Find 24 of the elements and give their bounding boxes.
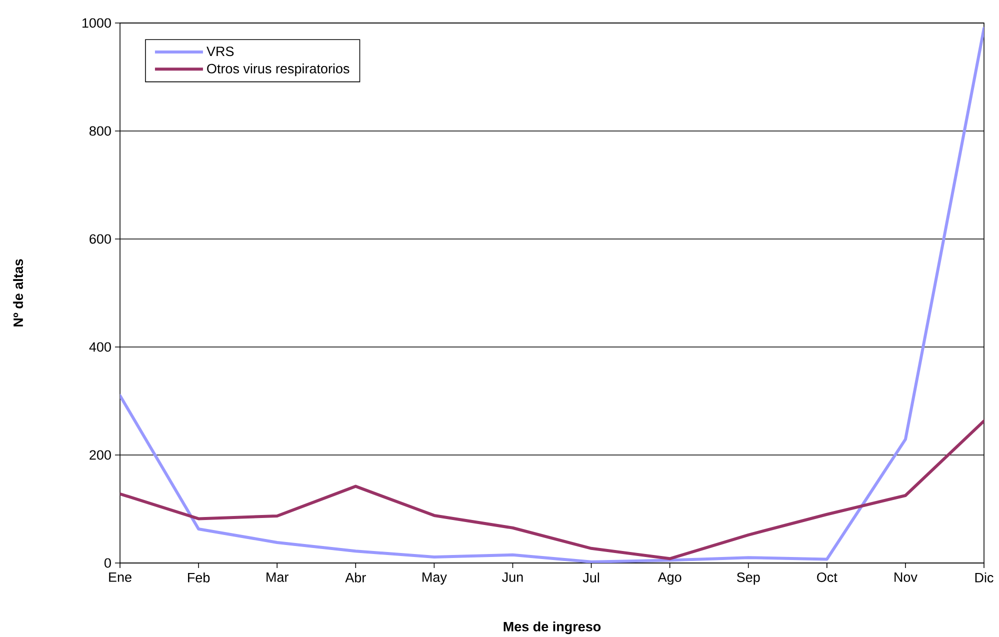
- x-tick-label: Ene: [109, 572, 132, 582]
- legend-label: Otros virus respiratorios: [207, 64, 350, 76]
- y-tick-label: 800: [90, 126, 111, 136]
- x-tick-label: Feb: [188, 572, 210, 582]
- x-tick-label: Dic: [975, 572, 994, 582]
- x-tick-label: Abr: [345, 572, 366, 582]
- x-axis-title: Mes de ingreso: [504, 621, 601, 634]
- legend-label: VRS: [206, 46, 234, 56]
- y-tick-label: 0: [104, 558, 111, 568]
- x-tick-label: Jun: [502, 572, 523, 582]
- y-tick-label: 1000: [82, 18, 111, 28]
- x-tick-label: Jul: [582, 572, 600, 582]
- y-tick-label: 400: [89, 342, 111, 352]
- x-tick-label: May: [422, 572, 447, 585]
- x-tick-label: Mar: [266, 572, 288, 582]
- x-tick-label: Ago: [658, 572, 682, 585]
- y-tick-label: 200: [90, 450, 111, 460]
- y-tick-label: 600: [90, 234, 111, 244]
- x-tick-label: Nov: [894, 572, 918, 582]
- x-tick-label: Sep: [736, 572, 760, 585]
- line-series: [120, 419, 984, 560]
- x-tick-label: Oct: [817, 572, 838, 582]
- y-axis-title: Nº de altas: [13, 259, 24, 326]
- line-series: [120, 26, 984, 563]
